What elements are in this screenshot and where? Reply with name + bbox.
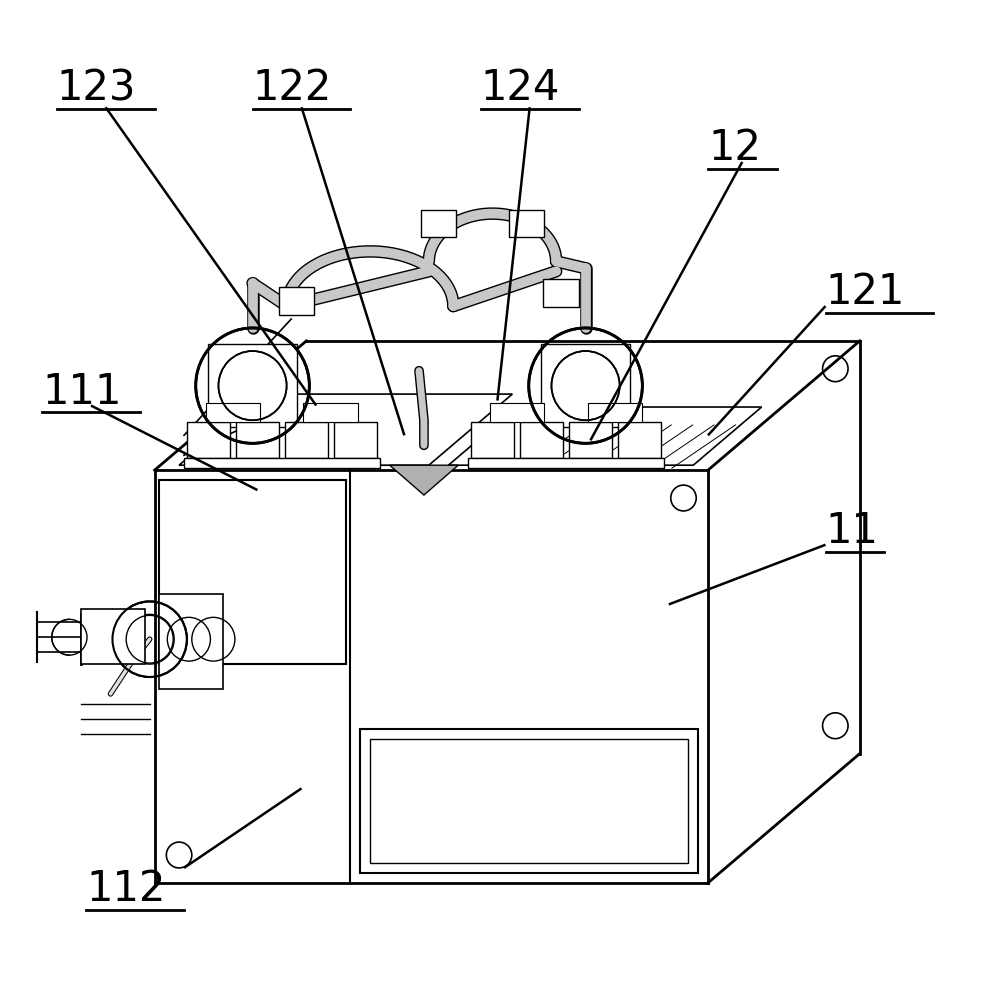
Bar (542, 344, 629, 427)
Bar (569, 422, 612, 458)
Bar (370, 739, 689, 863)
Bar (160, 480, 346, 664)
Bar (509, 210, 545, 237)
Bar (303, 403, 359, 422)
Bar (520, 422, 563, 458)
Bar (209, 344, 296, 427)
Text: 12: 12 (708, 127, 760, 169)
Bar (184, 458, 380, 468)
Bar (160, 594, 224, 689)
Text: 123: 123 (57, 67, 136, 109)
Bar (187, 422, 230, 458)
Bar (587, 403, 642, 422)
Bar (279, 287, 314, 315)
Bar (471, 422, 514, 458)
Text: 112: 112 (86, 868, 165, 910)
Bar (618, 422, 661, 458)
Bar (361, 729, 698, 873)
Bar (544, 279, 579, 307)
Bar (235, 422, 279, 458)
Text: 121: 121 (825, 271, 905, 313)
Polygon shape (179, 394, 512, 465)
Bar (206, 403, 260, 422)
Text: 11: 11 (825, 510, 879, 552)
Text: 111: 111 (42, 371, 121, 413)
Bar (81, 609, 145, 664)
Bar (421, 210, 456, 237)
Bar (334, 422, 377, 458)
Bar (490, 403, 545, 422)
Text: 124: 124 (481, 67, 560, 109)
Bar (468, 458, 664, 468)
Text: 122: 122 (252, 67, 332, 109)
Polygon shape (390, 465, 458, 495)
Bar (285, 422, 328, 458)
Polygon shape (448, 407, 761, 465)
